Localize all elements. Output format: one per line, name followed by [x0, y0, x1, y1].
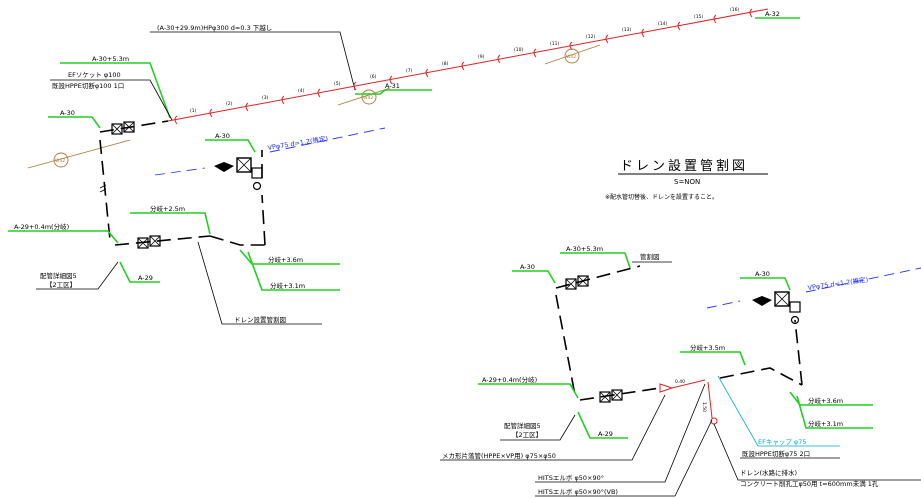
- left-pipe-detail: 配管詳細図5: [40, 271, 77, 280]
- right-bunki-35: 分岐+3.5m: [690, 343, 725, 352]
- pipe-no-12: (12): [586, 34, 595, 40]
- pipe-no-2: (2): [226, 101, 233, 107]
- left-gate-valve: [214, 162, 224, 172]
- w42-left: W42: [55, 158, 65, 164]
- right-bunki-31: 分岐+3.1m: [808, 419, 843, 428]
- right-pipe-detail: 配管詳細図5: [504, 421, 541, 430]
- w42-mid: W42: [363, 95, 373, 101]
- left-valve-1: [111, 123, 123, 135]
- left-valve-3: [137, 237, 149, 249]
- pipe-no-8: (8): [442, 61, 449, 67]
- w42-right: W42: [566, 54, 576, 60]
- left-valve-2: [123, 121, 135, 133]
- left-a30-b: A-30: [215, 132, 230, 140]
- right-a29-04: A-29+0.4m(分岐): [482, 375, 537, 384]
- left-bunki-36: 分岐+3.6m: [268, 255, 303, 264]
- left-a30-53: A-30+5.3m: [92, 55, 129, 63]
- left-koku: 【2工区】: [46, 281, 76, 289]
- pipe-no-16: (16): [730, 7, 739, 13]
- pipe-no-3: (3): [262, 95, 269, 101]
- right-a30-b: A-30: [755, 270, 770, 278]
- w42-markers: W42 W42 W42: [27, 44, 601, 169]
- left-ef-socket: EFソケット φ100: [68, 71, 121, 79]
- left-diagram: A-30+5.3m EFソケット φ100 既設HPPE切断φ100 1口 A-…: [8, 55, 386, 325]
- right-mechanical: メカ形片落管(HPPE×VP用) φ75×φ50: [442, 451, 556, 460]
- pipe-no-15: (15): [694, 14, 703, 20]
- left-meter-box: [236, 157, 252, 173]
- right-hits1: HITSエルボ φ50×90°: [538, 474, 604, 482]
- right-ef-cap: EFキャップ φ75: [758, 438, 806, 446]
- right-a30: A-30: [520, 263, 535, 271]
- pipe-no-11: (11): [550, 41, 559, 47]
- right-koku: 【2工区】: [512, 431, 542, 439]
- left-cut100: 既設HPPE切断φ100 1口: [52, 81, 124, 90]
- right-hits2: HITSエルボ φ50×90°(VB): [538, 488, 618, 496]
- right-concrete: コンクリート削孔工φ50用 t=600mm未満 1孔: [740, 479, 879, 488]
- right-a30-53: A-30+5.3m: [566, 245, 603, 253]
- right-bunki-36: 分岐+3.6m: [808, 396, 843, 405]
- main-pipe-hp300: (A-30+29.9m)HPφ300 d=0.3 下越し (1) (2) (3)…: [150, 7, 769, 125]
- left-bunki-31: 分岐+3.1m: [270, 281, 305, 290]
- left-a29: A-29: [138, 274, 153, 282]
- title-block: ドレン設置管割図 S=NON ※配水管切替後、ドレンを設置すること。: [605, 158, 768, 201]
- right-vp75: VPφ75 d=1.2(推定): [807, 275, 869, 292]
- drawing-note: ※配水管切替後、ドレンを設置すること。: [605, 193, 718, 201]
- right-a29: A-29: [598, 430, 613, 438]
- left-valve-4: [149, 235, 161, 247]
- pipe-no-4: (4): [298, 88, 305, 94]
- pipe-no-14: (14): [658, 21, 667, 27]
- pipe-no-7: (7): [406, 68, 413, 74]
- pipe-no-1: (1): [190, 108, 197, 114]
- pipe-no-9: (9): [478, 54, 485, 60]
- left-a29-04: A-29+0.4m(分岐): [14, 222, 69, 231]
- pipe-no-13: (13): [622, 27, 631, 33]
- drawing-title: ドレン設置管割図: [620, 158, 748, 174]
- right-d040: 0.40: [675, 379, 685, 385]
- left-a30: A-30: [60, 109, 75, 117]
- left-bunki-25: 分岐+2.5m: [150, 204, 185, 213]
- right-cut75: 既設HPPE切断φ75 2口: [742, 449, 810, 458]
- pipe-no-6: (6): [370, 74, 377, 80]
- label-a31: A-31: [385, 82, 400, 90]
- pipe-no-10: (10): [514, 47, 523, 53]
- pipe-no-5: (5): [334, 81, 341, 87]
- label-a32: A-32: [765, 10, 780, 18]
- right-diagram: A-30+5.3m 管割図 A-30 0.40 1.50 A-30 VPφ75 …: [440, 245, 921, 497]
- left-vp75: VPφ75 d=1.2(推定): [267, 134, 329, 152]
- drawing-scale: S=NON: [674, 178, 700, 186]
- right-drain-water: ドレン(水路に排水): [740, 468, 797, 477]
- right-d150: 1.50: [701, 402, 707, 412]
- left-drain-ref: ドレン設置管割図: [234, 315, 286, 324]
- right-kanwari: 管割図: [640, 252, 660, 261]
- top-pipe-label: (A-30+29.9m)HPφ300 d=0.3 下越し: [157, 23, 272, 32]
